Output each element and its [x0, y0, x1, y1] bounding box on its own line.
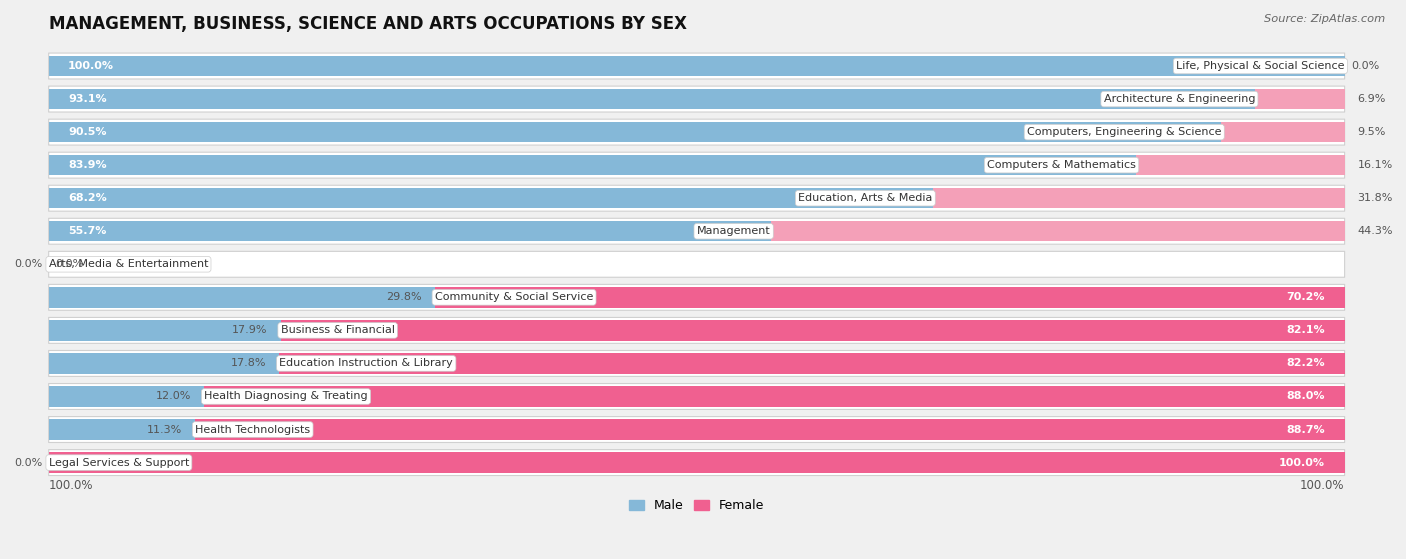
Bar — [49, 320, 281, 340]
FancyBboxPatch shape — [49, 185, 1344, 211]
Text: 68.2%: 68.2% — [67, 193, 107, 203]
FancyBboxPatch shape — [49, 53, 1344, 79]
FancyBboxPatch shape — [49, 449, 1344, 476]
FancyBboxPatch shape — [49, 318, 1344, 343]
Text: 0.0%: 0.0% — [1351, 61, 1379, 71]
Text: Community & Social Service: Community & Social Service — [434, 292, 593, 302]
Bar — [770, 221, 1344, 241]
Legend: Male, Female: Male, Female — [624, 494, 769, 517]
Bar — [49, 452, 1344, 473]
FancyBboxPatch shape — [49, 252, 1344, 277]
Text: 12.0%: 12.0% — [156, 391, 191, 401]
Text: Legal Services & Support: Legal Services & Support — [49, 458, 188, 467]
Text: 16.1%: 16.1% — [1358, 160, 1393, 170]
Text: 11.3%: 11.3% — [146, 424, 183, 434]
Text: 29.8%: 29.8% — [387, 292, 422, 302]
FancyBboxPatch shape — [49, 285, 1344, 310]
Text: 100.0%: 100.0% — [1301, 479, 1344, 491]
Bar — [49, 188, 932, 209]
Text: Health Diagnosing & Treating: Health Diagnosing & Treating — [204, 391, 368, 401]
Bar — [49, 386, 204, 407]
Text: 100.0%: 100.0% — [49, 479, 93, 491]
Text: Business & Financial: Business & Financial — [281, 325, 395, 335]
Bar — [280, 353, 1344, 373]
Bar — [49, 89, 1256, 110]
Text: 83.9%: 83.9% — [67, 160, 107, 170]
FancyBboxPatch shape — [49, 350, 1344, 376]
Text: 17.8%: 17.8% — [231, 358, 266, 368]
Text: 93.1%: 93.1% — [67, 94, 107, 104]
Text: Computers & Mathematics: Computers & Mathematics — [987, 160, 1136, 170]
Text: Management: Management — [697, 226, 770, 236]
Bar — [49, 353, 280, 373]
Text: 88.7%: 88.7% — [1286, 424, 1326, 434]
Bar — [49, 419, 195, 440]
Text: MANAGEMENT, BUSINESS, SCIENCE AND ARTS OCCUPATIONS BY SEX: MANAGEMENT, BUSINESS, SCIENCE AND ARTS O… — [49, 15, 686, 33]
Text: Source: ZipAtlas.com: Source: ZipAtlas.com — [1264, 14, 1385, 24]
Text: Arts, Media & Entertainment: Arts, Media & Entertainment — [49, 259, 208, 269]
Bar — [49, 221, 770, 241]
Text: Life, Physical & Social Science: Life, Physical & Social Science — [1175, 61, 1344, 71]
Text: 6.9%: 6.9% — [1358, 94, 1386, 104]
Text: 90.5%: 90.5% — [67, 127, 107, 137]
Text: Education Instruction & Library: Education Instruction & Library — [280, 358, 453, 368]
FancyBboxPatch shape — [49, 219, 1344, 244]
Text: 0.0%: 0.0% — [14, 259, 42, 269]
FancyBboxPatch shape — [49, 119, 1344, 145]
Text: 88.0%: 88.0% — [1286, 391, 1326, 401]
Text: 55.7%: 55.7% — [67, 226, 107, 236]
Bar — [49, 155, 1136, 176]
Text: Health Technologists: Health Technologists — [195, 424, 311, 434]
Text: 82.2%: 82.2% — [1286, 358, 1326, 368]
Bar — [1222, 122, 1344, 143]
Bar — [932, 188, 1344, 209]
FancyBboxPatch shape — [49, 86, 1344, 112]
Bar — [1136, 155, 1344, 176]
Text: Computers, Engineering & Science: Computers, Engineering & Science — [1026, 127, 1222, 137]
Text: 44.3%: 44.3% — [1358, 226, 1393, 236]
Bar — [49, 287, 434, 307]
Text: 100.0%: 100.0% — [67, 61, 114, 71]
Text: 17.9%: 17.9% — [232, 325, 267, 335]
FancyBboxPatch shape — [49, 416, 1344, 443]
Text: 100.0%: 100.0% — [1279, 458, 1326, 467]
Bar — [49, 122, 1222, 143]
Text: 70.2%: 70.2% — [1286, 292, 1326, 302]
Text: Education, Arts & Media: Education, Arts & Media — [799, 193, 932, 203]
Bar — [195, 419, 1344, 440]
Bar — [281, 320, 1344, 340]
Text: 0.0%: 0.0% — [55, 259, 83, 269]
Text: 9.5%: 9.5% — [1358, 127, 1386, 137]
Text: 31.8%: 31.8% — [1358, 193, 1393, 203]
Bar — [49, 56, 1344, 76]
Text: 82.1%: 82.1% — [1286, 325, 1326, 335]
Text: 0.0%: 0.0% — [14, 458, 42, 467]
Bar — [204, 386, 1344, 407]
FancyBboxPatch shape — [49, 152, 1344, 178]
Text: Architecture & Engineering: Architecture & Engineering — [1104, 94, 1256, 104]
FancyBboxPatch shape — [49, 383, 1344, 409]
Bar — [434, 287, 1344, 307]
Bar — [1256, 89, 1344, 110]
